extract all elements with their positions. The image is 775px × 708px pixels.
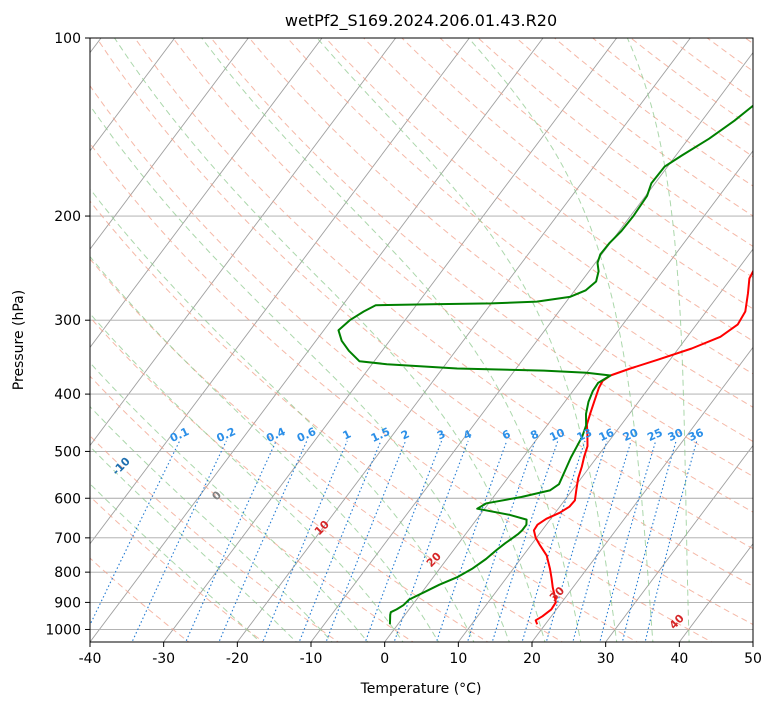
x-tick-label: 30 [597,651,615,667]
mixing-ratio-label: 13 [575,426,594,444]
mixing-ratio-line [131,440,227,642]
mixing-ratio-label: 36 [686,426,706,444]
moist-adiabat-line [90,312,404,642]
y-tick-label: 100 [54,31,81,47]
dry-adiabat-line [363,38,753,342]
moist-adiabat-line [90,362,369,642]
dry-adiabat-line [90,375,414,642]
temperature-profile-line [532,269,753,625]
isotherm-line [90,38,397,447]
dry-adiabat-line [134,38,753,550]
mixing-ratio-line [466,440,536,642]
dry-adiabat-line [90,258,564,642]
x-tick-label: -40 [79,651,102,667]
isotherm-line [236,38,691,642]
dry-adiabat-line [90,84,753,626]
x-tick-label: -30 [152,651,175,667]
isotherm-line [90,38,470,545]
isotherm-line [310,51,753,642]
moist-adiabat-line [90,104,510,642]
y-tick-label: 200 [54,209,81,225]
y-tick-label: 1000 [45,622,81,638]
y-tick-label: 700 [54,531,81,547]
x-tick-label: 0 [380,651,389,667]
x-tick-label: -20 [226,651,249,667]
dry-adiabat-line [90,435,340,642]
mixing-ratio-line [599,440,657,642]
isotherm-line [90,38,323,349]
dry-adiabat-line [287,38,753,408]
isotherm-line [384,150,753,642]
dry-adiabat-line [90,142,713,642]
y-tick-label: 900 [54,595,81,611]
mixing-ratio-line [218,440,308,642]
isotherm-line [605,444,753,642]
mixing-ratio-label: 30 [666,426,686,444]
x-tick-label: 10 [449,651,467,667]
mixing-ratio-line [621,440,677,642]
mixing-ratio-line [435,440,508,642]
y-tick-label: 800 [54,565,81,581]
moist-adiabat-line [90,405,333,642]
y-axis-label: Pressure (hPa) [11,290,27,390]
moist-adiabat-line [626,38,690,642]
y-tick-label: 500 [54,444,81,460]
isotherm-line [457,248,753,642]
mixing-ratio-line [262,440,348,642]
moist-adiabat-line [90,188,475,642]
mixing-ratio-label: 10 [548,426,568,444]
plot-frame [89,37,754,643]
x-axis-label: Temperature (°C) [360,681,482,697]
moist-adiabat-line [90,445,298,642]
isotherm-line [90,38,249,250]
dry-adiabat-line [172,38,753,513]
mixing-ratio-label: 16 [597,426,617,444]
dry-adiabat-line [325,38,753,375]
mixing-ratio-line [491,440,559,642]
y-tick-label: 600 [54,491,81,507]
mixing-ratio-line [572,440,632,642]
mixing-ratio-label: 20 [621,426,641,444]
x-tick-label: 40 [670,651,688,667]
dry-adiabat-line [90,200,639,642]
chart-title: wetPf2_S169.2024.206.01.43.R20 [285,11,557,31]
isotherm-line [90,38,176,152]
dry-adiabat-line [96,38,753,587]
dewpoint-profile-line [337,104,753,625]
moist-adiabat-line [468,38,654,642]
mixing-ratio-label: 25 [645,426,664,444]
mixing-ratio-line [325,440,407,642]
x-tick-label: 20 [523,651,541,667]
isotherm-line [163,38,618,642]
y-tick-label: 300 [54,313,81,329]
moist-adiabat-line [316,38,618,642]
mixing-ratio-line [644,440,698,642]
y-tick-label: 400 [54,387,81,403]
moist-adiabat-line [114,38,546,642]
x-tick-label: -10 [300,651,323,667]
mixing-ratio-line [545,440,608,642]
x-tick-label: 50 [744,651,762,667]
moist-adiabat-line [90,483,261,642]
moist-adiabat-line [201,38,582,642]
mixing-ratio-line [298,440,382,642]
